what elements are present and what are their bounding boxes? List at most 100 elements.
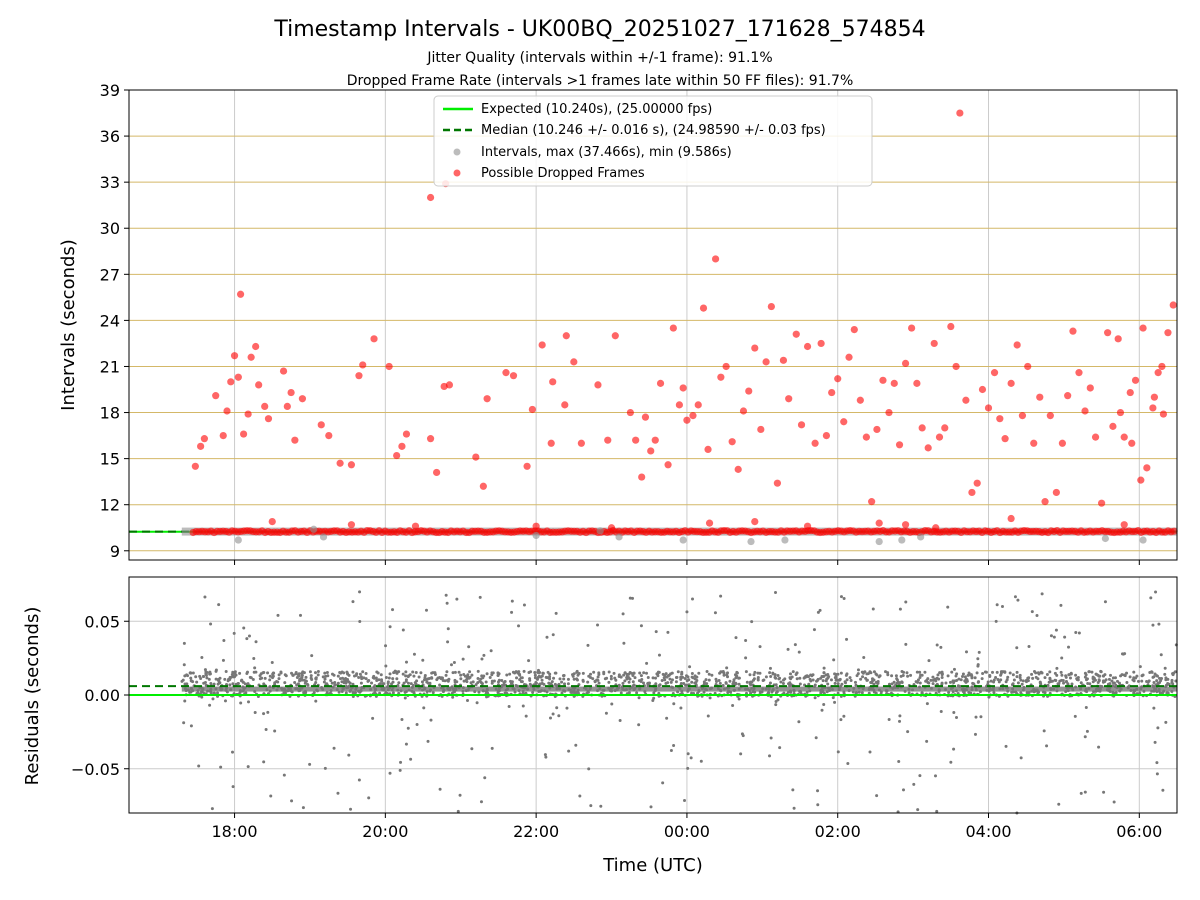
residual-point (480, 657, 484, 661)
intervals-plot-frame (128, 89, 1178, 561)
dropped-frame-point (1064, 392, 1072, 400)
residual-point (654, 630, 658, 634)
residual-point (1150, 670, 1154, 674)
residual-point (1172, 671, 1176, 675)
residual-point (217, 679, 221, 683)
residual-point (969, 691, 973, 695)
residual-point (792, 806, 796, 810)
residual-point (962, 691, 966, 695)
residual-point (845, 672, 849, 676)
residual-point (336, 791, 340, 795)
residual-point (1084, 673, 1088, 677)
residual-point (1085, 677, 1089, 681)
residual-point (429, 718, 433, 722)
residual-point (558, 677, 562, 681)
residual-point (735, 670, 739, 674)
residual-point (902, 670, 906, 674)
residual-point (1059, 603, 1063, 607)
interval-point (679, 536, 687, 544)
residual-point (787, 682, 791, 686)
residual-point (533, 673, 537, 677)
residual-point (212, 691, 216, 695)
residual-point (323, 766, 327, 770)
residual-point (1116, 679, 1120, 683)
residual-point (798, 676, 802, 680)
residual-point (836, 672, 840, 676)
residual-point (533, 670, 537, 674)
residual-point (419, 671, 423, 675)
residual-point (1058, 679, 1062, 683)
residual-point (685, 674, 689, 678)
residual-point (322, 680, 326, 684)
residual-point (627, 680, 631, 684)
residual-point (1035, 614, 1039, 618)
residual-point (388, 625, 392, 629)
residual-point (505, 673, 509, 677)
residual-point (565, 706, 569, 710)
residual-point (859, 677, 863, 681)
residual-point (950, 670, 954, 674)
residual-point (876, 679, 880, 683)
residual-point (1101, 679, 1105, 683)
residual-point (1042, 729, 1046, 733)
dropped-frame-point (1143, 464, 1151, 472)
residual-point (665, 716, 669, 720)
residual-point (1057, 682, 1061, 686)
residual-point (887, 682, 891, 686)
residual-point (414, 670, 418, 674)
dropped-frame-point (1091, 433, 1100, 441)
residual-point (262, 760, 266, 764)
residual-point (263, 676, 267, 680)
residual-point (452, 661, 456, 665)
dropped-frame-point (219, 431, 227, 440)
residual-point (875, 794, 879, 798)
residual-point (769, 736, 773, 740)
residual-point (391, 691, 395, 695)
residual-point (862, 656, 866, 660)
dropped-frame-point (547, 439, 555, 447)
dropped-frame-point (705, 519, 714, 527)
residual-point (632, 671, 636, 675)
residual-point (994, 619, 998, 623)
residual-point (819, 691, 823, 695)
residual-point (542, 682, 546, 686)
residual-point (339, 671, 343, 675)
dropped-frame-point (247, 353, 255, 361)
residual-point (640, 678, 644, 682)
residual-point (203, 680, 207, 684)
residual-point (708, 696, 712, 700)
intervals-y-tick-label: 27 (100, 265, 120, 284)
residual-point (1054, 628, 1058, 632)
residual-point (1090, 670, 1094, 674)
residual-point (373, 684, 377, 688)
interval-point (875, 537, 883, 546)
residual-point (695, 675, 699, 679)
residual-point (253, 666, 257, 670)
residual-point (254, 640, 258, 644)
residual-point (555, 706, 559, 710)
residual-point (596, 675, 600, 679)
legend-dropped-label: Possible Dropped Frames (481, 166, 645, 181)
residual-point (776, 698, 780, 702)
residual-point (706, 714, 710, 718)
residual-point (243, 682, 247, 686)
residual-point (1084, 706, 1088, 710)
dropped-frame-point (792, 330, 800, 338)
residual-point (750, 620, 754, 624)
residual-point (1151, 675, 1155, 679)
residual-point (670, 678, 674, 682)
residual-point (566, 682, 570, 686)
residual-point (398, 768, 402, 772)
residual-point (1107, 677, 1111, 681)
residual-point (815, 679, 819, 683)
interval-point (1139, 536, 1147, 544)
residual-point (581, 671, 585, 675)
residual-point (537, 671, 541, 675)
residual-point (534, 681, 538, 685)
residual-point (533, 676, 537, 680)
residual-point (855, 691, 859, 695)
dropped-frame-point (822, 431, 831, 440)
dropped-frame-point (638, 473, 646, 481)
residual-point (195, 680, 199, 684)
residual-point (687, 678, 691, 682)
